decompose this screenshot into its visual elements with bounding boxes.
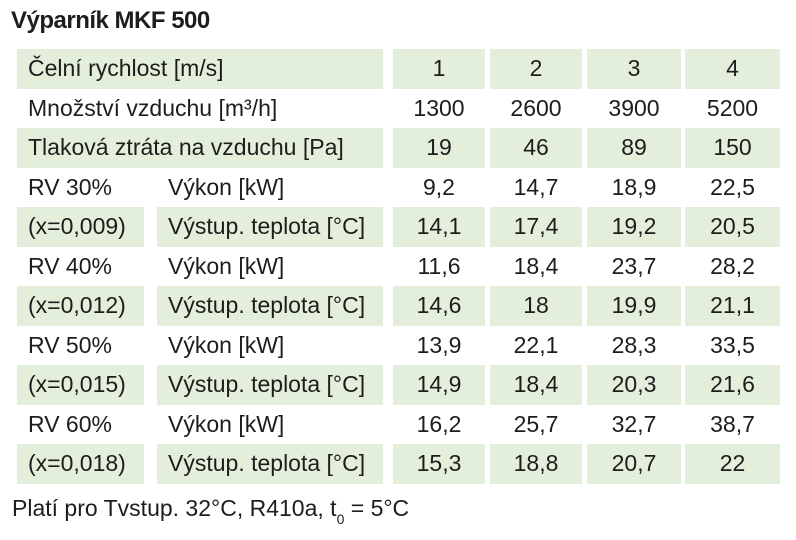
row-label: RV 60% bbox=[28, 410, 112, 437]
table-cell: 20,7 bbox=[587, 444, 681, 484]
table-cell: 1300 bbox=[413, 94, 465, 121]
row-sublabel: Výstup. teplota [°C] bbox=[157, 444, 383, 484]
table-cell: 14,6 bbox=[393, 286, 485, 326]
row-label: (x=0,012) bbox=[17, 286, 144, 326]
row-label: (x=0,015) bbox=[17, 365, 144, 405]
table-cell: 21,1 bbox=[685, 286, 780, 326]
table-cell: 18,4 bbox=[513, 252, 559, 279]
table-cell: 4 bbox=[685, 49, 780, 89]
row-label: (x=0,018) bbox=[17, 444, 144, 484]
validity-note-prefix: Platí pro Tvstup. 32°C, R410a, t bbox=[12, 495, 337, 521]
row-label: RV 50% bbox=[28, 331, 112, 358]
table-cell: 32,7 bbox=[611, 410, 657, 437]
page-title: Výparník MKF 500 bbox=[11, 7, 210, 34]
table-cell: 33,5 bbox=[710, 331, 755, 358]
row-sublabel: Výkon [kW] bbox=[168, 252, 285, 279]
row-sublabel: Výkon [kW] bbox=[168, 410, 285, 437]
table-cell: 9,2 bbox=[423, 173, 455, 200]
table-cell: 5200 bbox=[706, 94, 759, 121]
table-cell: 3900 bbox=[608, 94, 660, 121]
table-cell: 46 bbox=[490, 128, 582, 168]
table-cell: 19,9 bbox=[587, 286, 681, 326]
table-cell: 15,3 bbox=[393, 444, 485, 484]
table-cell: 2600 bbox=[510, 94, 562, 121]
table-cell: 20,5 bbox=[685, 207, 780, 247]
table-cell: 38,7 bbox=[710, 410, 755, 437]
table-cell: 19 bbox=[393, 128, 485, 168]
row-sublabel: Výstup. teplota [°C] bbox=[157, 365, 383, 405]
table-cell: 17,4 bbox=[490, 207, 582, 247]
table-cell: 18 bbox=[490, 286, 582, 326]
table-cell: 18,4 bbox=[490, 365, 582, 405]
row-sublabel: Výstup. teplota [°C] bbox=[157, 207, 383, 247]
table-cell: 18,9 bbox=[611, 173, 657, 200]
table-cell: 18,8 bbox=[490, 444, 582, 484]
table-cell: 20,3 bbox=[587, 365, 681, 405]
table-cell: 14,9 bbox=[393, 365, 485, 405]
table-cell: 16,2 bbox=[416, 410, 462, 437]
table-cell: 22,1 bbox=[513, 331, 559, 358]
table-cell: 21,6 bbox=[685, 365, 780, 405]
validity-note-suffix: = 5°C bbox=[344, 495, 410, 521]
table-cell: 23,7 bbox=[611, 252, 657, 279]
table-cell: 11,6 bbox=[417, 252, 461, 279]
row-label: Tlaková ztráta na vzduchu [Pa] bbox=[17, 128, 383, 168]
table-cell: 14,7 bbox=[513, 173, 559, 200]
row-label: Množství vzduchu [m³/h] bbox=[28, 94, 278, 121]
table-cell: 25,7 bbox=[513, 410, 559, 437]
row-sublabel: Výkon [kW] bbox=[168, 331, 285, 358]
table-cell: 89 bbox=[587, 128, 681, 168]
row-sublabel: Výkon [kW] bbox=[168, 173, 285, 200]
validity-note: Platí pro Tvstup. 32°C, R410a, t0 = 5°C bbox=[12, 495, 410, 526]
row-label: RV 30% bbox=[28, 173, 112, 200]
row-sublabel: Výstup. teplota [°C] bbox=[157, 286, 383, 326]
table-cell: 28,2 bbox=[710, 252, 755, 279]
row-label: RV 40% bbox=[28, 252, 112, 279]
table-cell: 13,9 bbox=[416, 331, 462, 358]
row-label: (x=0,009) bbox=[17, 207, 144, 247]
table-cell: 2 bbox=[490, 49, 582, 89]
table-cell: 19,2 bbox=[587, 207, 681, 247]
table-cell: 28,3 bbox=[611, 331, 657, 358]
spec-table: Čelní rychlost [m/s] 1 2 3 4 Množství vz… bbox=[17, 49, 780, 484]
table-cell: 14,1 bbox=[393, 207, 485, 247]
table-cell: 22,5 bbox=[710, 173, 755, 200]
table-cell: 1 bbox=[393, 49, 485, 89]
table-cell: 22 bbox=[685, 444, 780, 484]
row-label: Čelní rychlost [m/s] bbox=[17, 49, 383, 89]
table-cell: 3 bbox=[587, 49, 681, 89]
validity-note-subscript: 0 bbox=[336, 510, 345, 527]
table-cell: 150 bbox=[685, 128, 780, 168]
